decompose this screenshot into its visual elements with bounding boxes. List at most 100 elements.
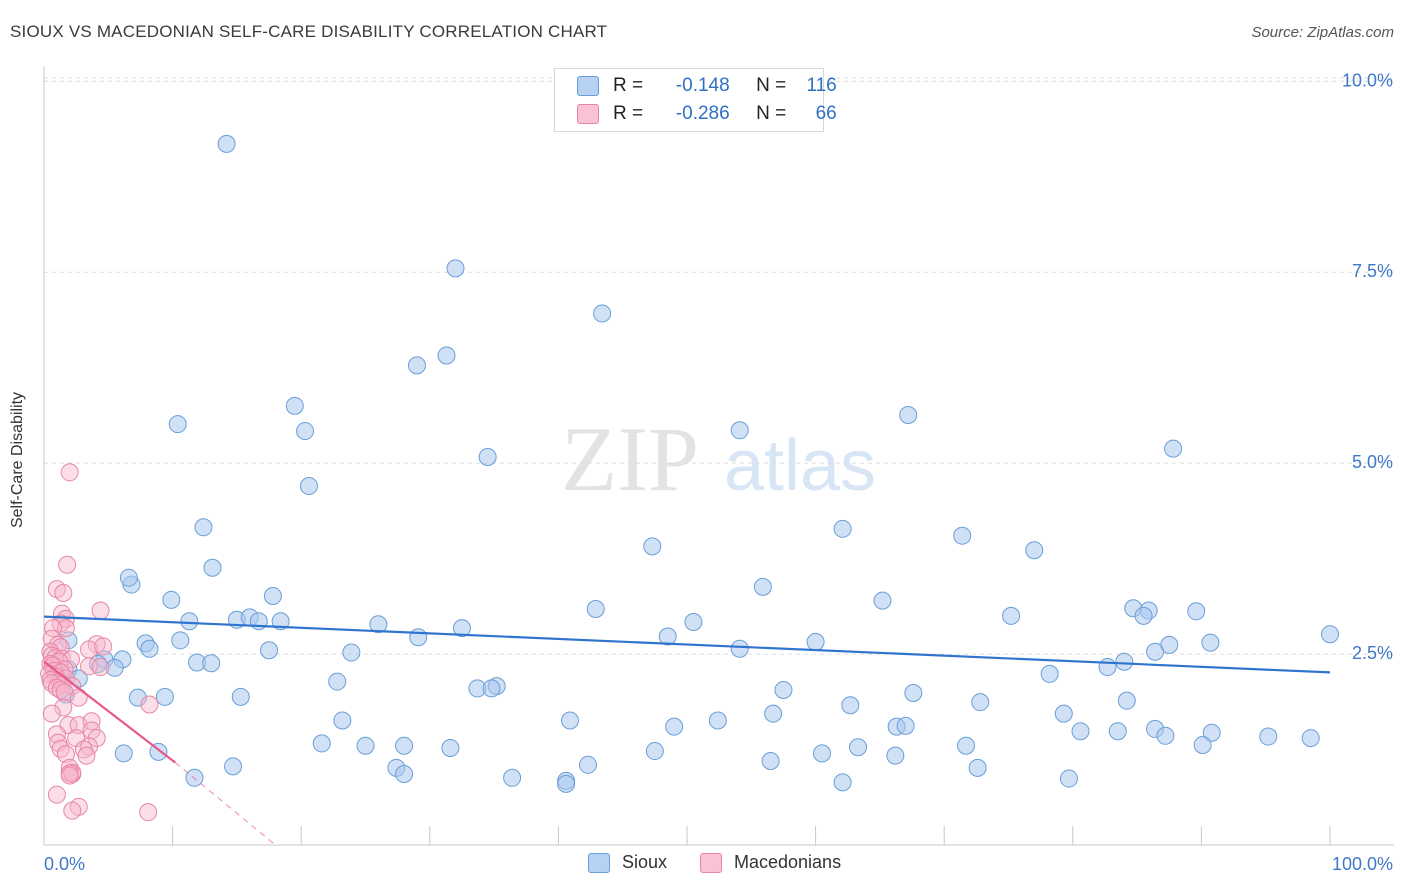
sioux-point xyxy=(482,679,501,698)
macedonian-swatch xyxy=(577,104,599,124)
sioux-point xyxy=(1002,606,1021,625)
sioux-point xyxy=(708,711,727,730)
macedonian-point xyxy=(80,640,99,659)
sioux-point xyxy=(296,422,315,441)
sioux-point xyxy=(1321,625,1339,644)
bottom-legend-macedonians-label: Macedonians xyxy=(734,852,842,872)
watermark-zip: ZIP xyxy=(561,408,699,510)
sioux-point xyxy=(578,755,597,774)
macedonian-point xyxy=(54,583,73,602)
bottom-legend-sioux-label: Sioux xyxy=(622,852,668,872)
sioux-point xyxy=(1201,633,1220,652)
sioux-point xyxy=(407,356,426,375)
bottom-legend-sioux: Sioux xyxy=(588,852,667,873)
sioux-point xyxy=(299,477,318,496)
trend-lines xyxy=(43,615,1331,846)
y-tick-label: 5.0% xyxy=(1352,452,1393,472)
sioux-point xyxy=(753,577,772,596)
sioux-point xyxy=(643,537,662,556)
sioux-point xyxy=(586,600,605,619)
sioux-point xyxy=(1187,602,1206,621)
sioux-point xyxy=(665,717,684,736)
sioux-point xyxy=(658,627,677,646)
sioux-point xyxy=(446,259,465,278)
sioux-point xyxy=(957,736,976,755)
chart-title: SIOUX VS MACEDONIAN SELF-CARE DISABILITY… xyxy=(10,22,608,41)
sioux-point xyxy=(684,612,703,631)
macedonian-point xyxy=(91,658,110,677)
sioux-point xyxy=(873,591,892,610)
sioux-point xyxy=(730,639,749,658)
sioux-point xyxy=(217,134,236,153)
macedonian-point xyxy=(54,698,73,717)
sioux-point xyxy=(1071,722,1090,741)
sioux-point xyxy=(1301,729,1320,748)
sioux-point xyxy=(452,619,471,638)
sioux-point xyxy=(1115,652,1134,671)
gridlines xyxy=(44,77,1394,655)
sioux-point xyxy=(1040,664,1059,683)
sioux-point xyxy=(806,632,825,651)
chart-source: Source: ZipAtlas.com xyxy=(1251,24,1394,41)
y-tick-label: 7.5% xyxy=(1352,261,1393,281)
sioux-point xyxy=(841,696,860,715)
sioux-point xyxy=(271,612,290,631)
sioux-point xyxy=(105,658,124,677)
sioux-point xyxy=(369,615,388,634)
sioux-point xyxy=(774,680,793,699)
watermark-atlas: atlas xyxy=(724,426,876,506)
sioux-point xyxy=(764,704,783,723)
legend-n-value: 116 xyxy=(806,75,837,96)
macedonian-point xyxy=(139,803,158,822)
sioux-point xyxy=(557,774,576,793)
macedonian-point xyxy=(140,695,159,714)
y-tick-label: 2.5% xyxy=(1352,643,1393,663)
sioux-point xyxy=(560,711,579,730)
sioux-trend-line xyxy=(43,615,1331,674)
sioux-point xyxy=(437,346,456,365)
sioux-point xyxy=(1164,439,1183,458)
sioux-point xyxy=(849,738,868,757)
macedonian-point xyxy=(58,555,77,574)
sioux-point xyxy=(761,751,780,770)
sioux-point xyxy=(162,590,181,609)
macedonian-point xyxy=(94,637,113,656)
sioux-point xyxy=(730,421,749,440)
macedonian-point xyxy=(56,745,75,764)
sioux-point xyxy=(1054,704,1073,723)
macedonian-point xyxy=(56,619,75,638)
sioux-point xyxy=(202,654,221,673)
macedonian-point xyxy=(42,704,61,723)
sioux-point xyxy=(356,736,375,755)
sioux-point xyxy=(263,587,282,606)
macedonian-swatch xyxy=(700,852,722,873)
macedonian-point xyxy=(82,712,101,731)
sioux-point xyxy=(260,641,279,660)
sioux-swatch xyxy=(577,76,599,96)
correlation-legend: R = -0.148 N = 116 R = -0.286 N = 66 xyxy=(554,68,837,132)
legend-row-macedonians: R = -0.286 N = 66 xyxy=(577,102,837,126)
tick-labels: 2.5% 5.0% 7.5% 10.0% 0.0% 100.0% xyxy=(44,70,1393,874)
sioux-point xyxy=(409,628,428,647)
macedonian-trend-line xyxy=(43,660,176,764)
macedonian-point xyxy=(55,683,74,702)
legend-n-label: N = xyxy=(756,75,787,96)
sioux-point xyxy=(285,396,304,415)
sioux-point xyxy=(342,643,361,662)
sioux-point xyxy=(813,744,832,763)
bottom-legend-macedonians: Macedonians xyxy=(700,852,841,873)
legend-r-value: -0.148 xyxy=(675,75,730,96)
macedonian-point xyxy=(47,785,66,804)
sioux-point xyxy=(231,687,250,706)
sioux-point xyxy=(1117,691,1136,710)
sioux-point xyxy=(194,518,213,537)
sioux-point xyxy=(971,693,990,712)
macedonian-point xyxy=(62,650,81,669)
sioux-point xyxy=(1059,769,1078,788)
sioux-point xyxy=(896,716,915,735)
sioux-point xyxy=(312,734,331,753)
macedonian-point xyxy=(91,601,110,620)
sioux-point xyxy=(114,744,133,763)
sioux-point xyxy=(1146,642,1165,661)
sioux-point xyxy=(833,519,852,538)
